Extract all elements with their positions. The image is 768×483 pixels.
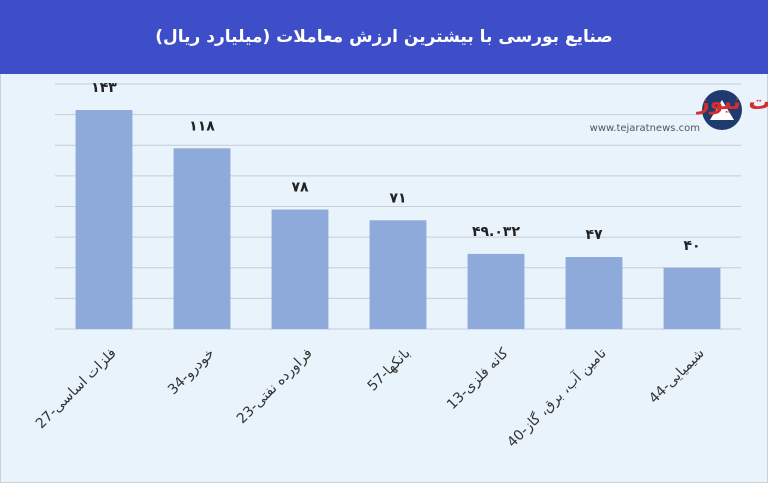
logo-name: تجارت نیوز bbox=[696, 90, 768, 115]
value-label: ۱۴۳ bbox=[91, 80, 117, 96]
logo: تجارت نیوز www.tejaratnews.com bbox=[590, 90, 768, 134]
value-label: ۴۷ bbox=[585, 227, 603, 243]
value-label: ۷۸ bbox=[291, 180, 309, 196]
logo-url: www.tejaratnews.com bbox=[590, 123, 700, 134]
bar bbox=[663, 267, 721, 329]
bar bbox=[467, 253, 525, 329]
bar bbox=[173, 148, 231, 329]
value-label: ۴۹.۰۳۲ bbox=[472, 224, 520, 240]
logo-mark bbox=[710, 100, 734, 120]
bar bbox=[75, 110, 133, 329]
bar bbox=[369, 220, 427, 329]
chart-title: صنایع بورسی با بیشترین ارزش معاملات (میل… bbox=[155, 27, 612, 47]
title-bar bbox=[0, 0, 768, 74]
value-label: ۷۱ bbox=[389, 190, 406, 206]
value-label: ۱۱۸ bbox=[189, 118, 215, 134]
value-label: ۴۰ bbox=[683, 238, 700, 254]
bar bbox=[565, 257, 623, 329]
bar bbox=[271, 209, 329, 329]
